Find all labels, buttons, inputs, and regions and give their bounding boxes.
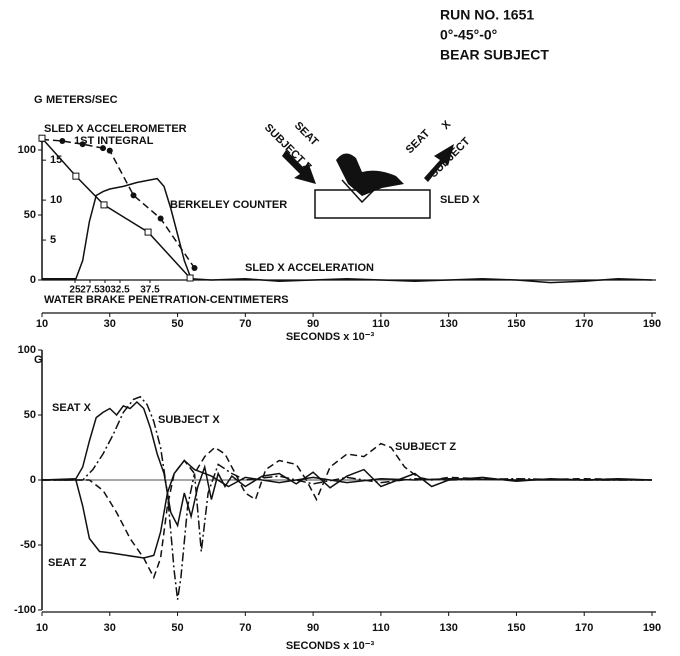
x-tick-label: 70 <box>239 318 251 330</box>
marker <box>72 172 80 180</box>
x-tick-label: 190 <box>643 622 661 634</box>
marker <box>130 192 137 199</box>
marker <box>100 201 108 209</box>
x-tick-label: 50 <box>171 622 183 634</box>
series-line <box>42 177 653 284</box>
series-line <box>42 395 652 600</box>
y-tick-label: 0 <box>30 474 36 486</box>
x-tick-label: 170 <box>575 318 593 330</box>
y-tick-label: 0 <box>30 274 36 286</box>
diagram-label: X <box>440 118 454 132</box>
series-label: SEAT Z <box>48 557 87 569</box>
y-tick-label: 50 <box>24 209 36 221</box>
y-axis-label: G <box>34 94 43 106</box>
x-tick-label: 130 <box>439 318 457 330</box>
x-tick-label: 150 <box>507 622 525 634</box>
annotation: SLED X ACCELERATION <box>245 262 374 274</box>
series-label: SEAT X <box>52 402 92 414</box>
y-axis-label: G <box>34 354 43 366</box>
y2-tick-label: 5 <box>50 234 56 246</box>
x-tick-label: 170 <box>575 622 593 634</box>
y-tick-label: 50 <box>24 409 36 421</box>
annotation: SLED X <box>440 194 480 206</box>
x-tick-label: 90 <box>307 622 319 634</box>
x2-tick-label: 37.5 <box>140 285 160 296</box>
header-line: BEAR SUBJECT <box>440 47 549 63</box>
arrow <box>424 144 454 182</box>
marker <box>144 228 152 236</box>
x-tick-label: 30 <box>104 318 116 330</box>
y-tick-label: -100 <box>14 604 36 616</box>
y2-axis-label: METERS/SEC <box>46 94 118 106</box>
y2-tick-label: 10 <box>50 194 62 206</box>
y2-tick-label: 15 <box>50 154 62 166</box>
diagram-label: SEAT <box>404 127 433 156</box>
x-tick-label: 10 <box>36 318 48 330</box>
x-axis-label: SECONDS x 10⁻³ <box>286 640 375 652</box>
x-tick-label: 110 <box>372 318 390 330</box>
marker <box>38 134 46 142</box>
series-label: SUBJECT Z <box>395 441 456 453</box>
x-tick-label: 110 <box>372 622 390 634</box>
diagram-label: SUBJECT <box>428 135 473 180</box>
x-tick-label: 130 <box>439 622 457 634</box>
x2-tick-label: 27.5 <box>80 285 100 296</box>
marker <box>100 145 106 152</box>
series-line <box>41 137 191 279</box>
y-tick-label: -50 <box>20 539 36 551</box>
arrow <box>282 150 316 184</box>
x-tick-label: 190 <box>643 318 661 330</box>
series-label: SLED X ACCELEROMETER <box>44 123 187 135</box>
y-tick-label: 100 <box>18 344 36 356</box>
x2-axis-label: WATER BRAKE PENETRATION-CENTIMETERS <box>44 294 289 306</box>
x2-tick-label: 32.5 <box>110 285 130 296</box>
header-line: 0°-45°-0° <box>440 27 497 43</box>
marker <box>106 147 113 154</box>
marker <box>191 265 198 272</box>
series-line <box>41 400 653 528</box>
marker <box>79 141 86 148</box>
x-axis-label: SECONDS x 10⁻³ <box>286 331 375 343</box>
series-label: SUBJECT X <box>158 414 220 426</box>
y-tick-label: 100 <box>18 144 36 156</box>
marker <box>157 215 164 222</box>
x2-tick-label: 25 <box>69 285 81 296</box>
header-line: RUN NO. 1651 <box>440 7 534 23</box>
series-line <box>41 138 196 269</box>
subject <box>336 153 404 196</box>
x-tick-label: 90 <box>307 318 319 330</box>
x-tick-label: 30 <box>104 622 116 634</box>
sled-box <box>314 189 431 219</box>
series-label: BERKELEY COUNTER <box>170 199 287 211</box>
x-tick-label: 50 <box>171 318 183 330</box>
series-label: 1ST INTEGRAL <box>74 135 154 147</box>
series-line <box>42 459 652 559</box>
x-tick-label: 150 <box>507 318 525 330</box>
marker <box>186 274 194 282</box>
marker <box>59 137 66 144</box>
series-line <box>42 442 653 580</box>
diagram-label: SEAT <box>292 120 321 149</box>
x-tick-label: 70 <box>239 622 251 634</box>
x-tick-label: 10 <box>36 622 48 634</box>
x2-tick-label: 30 <box>99 285 111 296</box>
